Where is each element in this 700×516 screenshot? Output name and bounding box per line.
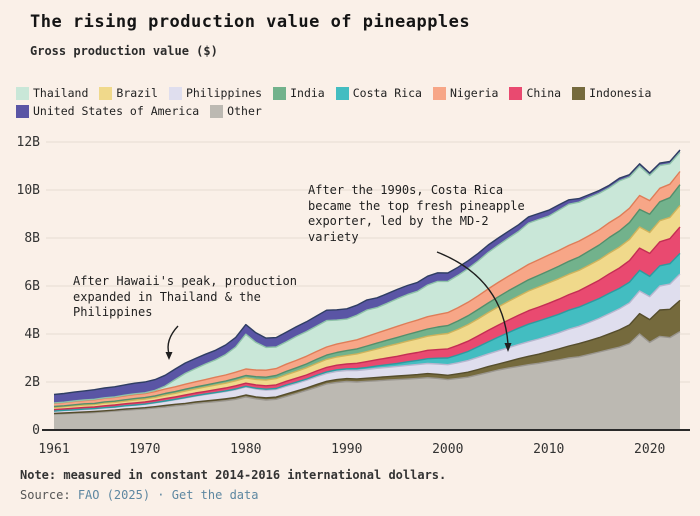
legend-swatch	[572, 86, 586, 100]
source-label: Source:	[20, 488, 71, 502]
y-tick-label: 6B	[24, 279, 40, 294]
legend-item-philippines: Philippines	[168, 86, 263, 100]
legend-item-brazil: Brazil	[99, 86, 158, 100]
legend-item-other: Other	[210, 104, 262, 118]
edge-india	[53, 184, 681, 408]
edge-other	[53, 330, 681, 415]
legend-item-china: China	[509, 86, 561, 100]
legend-label: Costa Rica	[352, 86, 422, 100]
legend-label: Philippines	[185, 86, 263, 100]
legend-swatch	[273, 86, 287, 100]
costa-rica-arrow	[436, 251, 509, 345]
source-line: Source: FAO (2025) · Get the data	[20, 488, 258, 502]
chart-subtitle: Gross production value ($)	[30, 44, 218, 58]
x-tick-label: 1961	[38, 442, 69, 457]
y-tick-label: 10B	[17, 183, 41, 198]
source-link-fao[interactable]: FAO (2025)	[77, 488, 151, 502]
footnote: Note: measured in constant 2014-2016 int…	[20, 468, 447, 482]
legend-swatch	[210, 104, 224, 118]
legend-swatch	[168, 86, 182, 100]
legend-item-thailand: Thailand	[16, 86, 88, 100]
x-tick-label: 2000	[432, 442, 463, 457]
costa-rica-arrowhead-icon	[504, 343, 512, 352]
legend-item-costa-rica: Costa Rica	[335, 86, 422, 100]
legend-swatch	[335, 86, 349, 100]
legend-swatch	[16, 104, 29, 118]
legend-label: United States of America	[33, 104, 200, 118]
legend-label: Thailand	[33, 86, 89, 100]
annotation-hawaii: After Hawaii's peak, production expanded…	[73, 274, 297, 319]
legend: Thailand Brazil Philippines India Costa Rica…	[16, 86, 692, 118]
y-tick-label: 2B	[24, 375, 40, 390]
edge-china	[53, 226, 681, 411]
y-tick-label: 0	[32, 423, 40, 438]
source-separator: ·	[157, 488, 165, 502]
stacked-area-chart: 0 2B 4B 6B 8B 10B 12B 1961 1970 1980 1990 2000 2010 2…	[17, 135, 690, 457]
x-tick-label: 2020	[634, 442, 665, 457]
hawaii-arrowhead-icon	[165, 352, 173, 360]
legend-label: Nigeria	[449, 86, 499, 100]
page-title: The rising production value of pineapple…	[30, 12, 471, 32]
area-philippines	[54, 274, 680, 414]
y-tick-label: 4B	[24, 327, 40, 342]
legend-item-indonesia: Indonesia	[572, 86, 651, 100]
x-tick-label: 2010	[533, 442, 564, 457]
edge-united-states-of-america	[53, 149, 681, 396]
edge-brazil	[53, 204, 681, 409]
legend-label: China	[526, 86, 562, 100]
area-costa-rica	[54, 253, 680, 412]
edge-thailand	[53, 151, 681, 404]
edge-nigeria	[53, 171, 681, 405]
area-indonesia	[54, 300, 680, 415]
legend-item-united-states-of-america: United States of America	[16, 104, 199, 118]
get-data-link[interactable]: Get the data	[171, 488, 259, 502]
edge-costa-rica	[53, 252, 681, 412]
edge-indonesia	[53, 299, 681, 415]
legend-item-india: India	[273, 86, 325, 100]
chart-area: 0 2B 4B 6B 8B 10B 12B 1961 1970 1980 1990 2000 2010 2…	[0, 128, 700, 463]
legend-label: India	[290, 86, 325, 100]
legend-label: Other	[227, 104, 262, 118]
legend-swatch	[509, 86, 523, 100]
x-tick-label: 1980	[230, 442, 261, 457]
legend-swatch	[16, 86, 29, 100]
legend-item-nigeria: Nigeria	[432, 86, 499, 100]
y-tick-label: 8B	[24, 231, 40, 246]
legend-swatch	[99, 86, 113, 100]
area-other	[54, 331, 680, 430]
x-tick-label: 1970	[129, 442, 160, 457]
x-tick-label: 1990	[331, 442, 362, 457]
annotation-costa-rica: After the 1990s, Costa Rica became the t…	[308, 183, 525, 244]
legend-label: Indonesia	[589, 86, 652, 100]
legend-swatch	[432, 86, 446, 100]
y-tick-label: 12B	[17, 135, 41, 150]
hawaii-arrow	[167, 325, 179, 355]
legend-label: Brazil	[116, 86, 158, 100]
